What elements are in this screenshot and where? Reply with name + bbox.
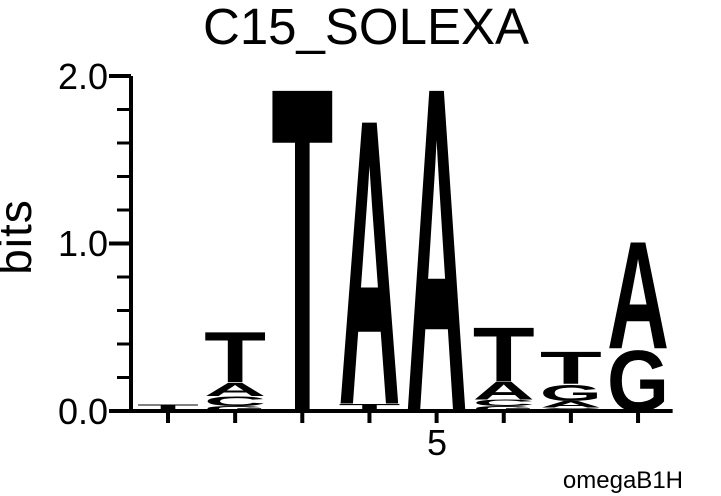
logo-letter-A-pos5: A (406, 0, 468, 496)
logo-letter-A-pos4: A (338, 34, 400, 490)
logo-letter-T-pos6: T (473, 312, 535, 398)
logo-letter-C-pos7: C (540, 407, 602, 412)
logo-letter-G-pos7: G (540, 380, 602, 406)
logo-letter-G-pos8: G (607, 333, 669, 431)
y-tick-label-2: 2.0 (58, 56, 108, 97)
logo-letter-T-pos1: T (137, 403, 199, 413)
x-tick-label-5: 5 (427, 422, 447, 463)
logo-letter-C-pos2: C (204, 393, 266, 409)
logo-letter-T-pos2: T (204, 318, 266, 398)
axes (109, 74, 673, 423)
logo-letter-G-pos6: G (473, 405, 535, 413)
logo-letter-C-pos6: C (473, 398, 535, 408)
logo-letter-A-pos2: A (204, 379, 266, 400)
y-axis-label: bits (0, 199, 41, 275)
logo-letter-T-pos3: T (271, 0, 333, 496)
attribution-label: omegaB1H (563, 467, 683, 494)
chart-title: C15_SOLEXA (203, 0, 529, 55)
logo-letter-G-pos2: G (204, 405, 266, 413)
logo-letter-A-pos8: A (607, 209, 669, 381)
y-tick-label-1: 1.0 (58, 223, 108, 264)
logo-letter-T-pos4: T (338, 402, 400, 414)
logo-letter-A-pos6: A (473, 377, 535, 406)
y-tick-label-0: 0.0 (58, 391, 108, 432)
logo-letter-A-pos7: A (540, 399, 602, 409)
logo-letter-T-pos7: T (540, 342, 602, 395)
